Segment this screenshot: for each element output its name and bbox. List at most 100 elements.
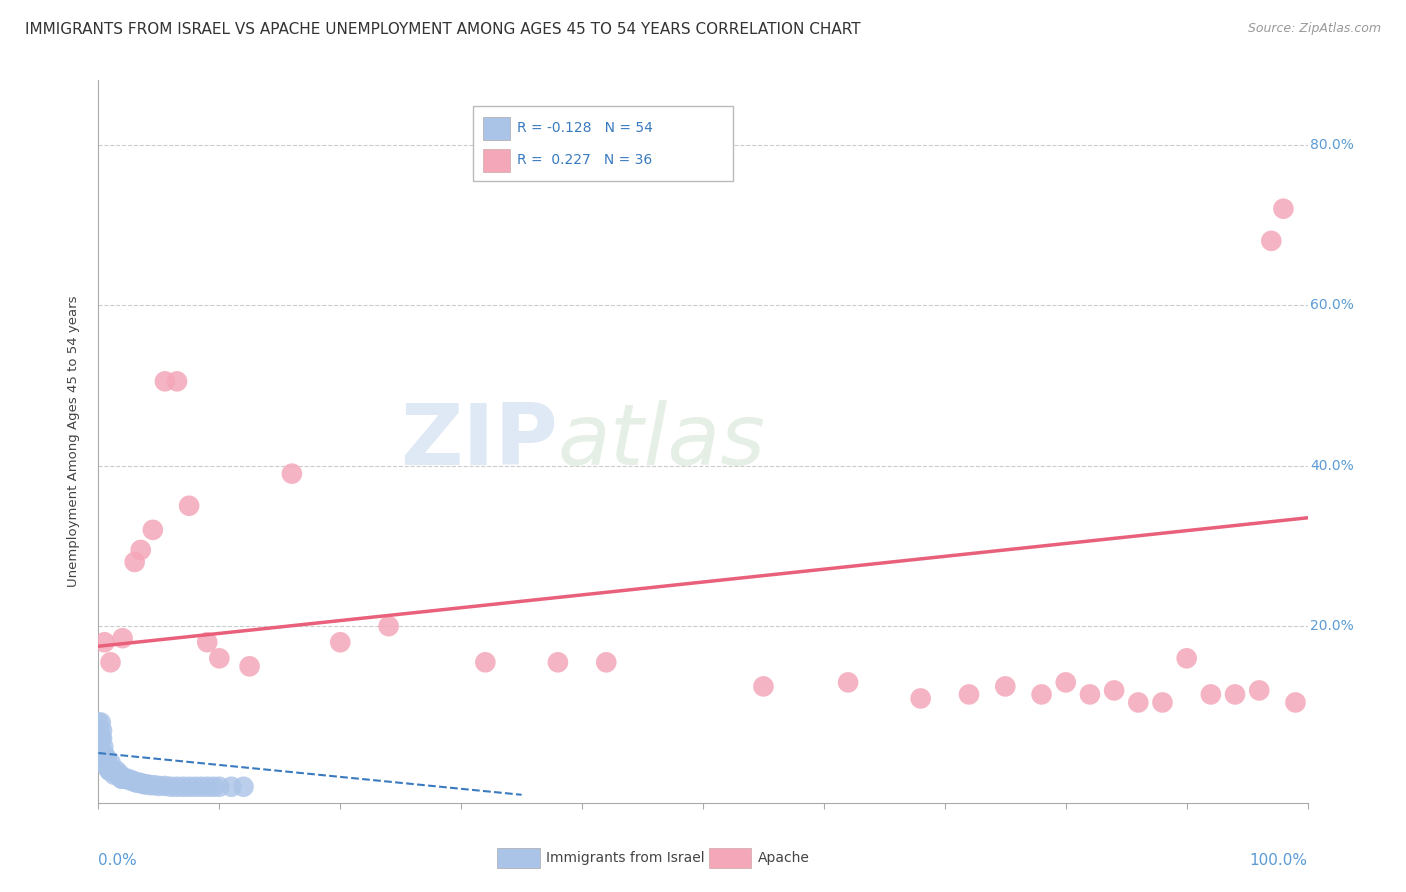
Point [90, 715, 112, 730]
Point [124, 775, 146, 789]
Y-axis label: Unemployment Among Ages 45 to 54 years: Unemployment Among Ages 45 to 54 years [66, 296, 80, 587]
Point [377, 619, 399, 633]
Point [93, 747, 115, 762]
Point [93, 756, 115, 770]
Point [208, 780, 231, 794]
Text: 40.0%: 40.0% [1310, 458, 1354, 473]
Point [195, 635, 218, 649]
Point [87, 731, 110, 746]
Point [91, 747, 114, 762]
Point [90, 731, 112, 746]
Point [1199, 687, 1222, 701]
Point [994, 680, 1017, 694]
Point [160, 780, 183, 794]
Text: 60.0%: 60.0% [1310, 298, 1354, 312]
Text: 0.0%: 0.0% [98, 854, 138, 869]
Point [124, 555, 146, 569]
Point [221, 780, 243, 794]
Text: Apache: Apache [758, 851, 810, 864]
Point [1102, 683, 1125, 698]
Point [142, 523, 165, 537]
Point [139, 778, 162, 792]
Point [110, 772, 132, 786]
Point [166, 780, 188, 794]
Point [91, 731, 114, 746]
Point [121, 773, 143, 788]
Point [281, 467, 304, 481]
Point [1175, 651, 1198, 665]
FancyBboxPatch shape [709, 847, 751, 868]
Point [127, 776, 149, 790]
Point [232, 780, 254, 794]
Text: Immigrants from Israel: Immigrants from Israel [546, 851, 704, 864]
Point [1284, 696, 1306, 710]
Point [184, 780, 207, 794]
Point [143, 778, 166, 792]
Point [1078, 687, 1101, 701]
Point [329, 635, 352, 649]
Point [91, 723, 114, 738]
FancyBboxPatch shape [482, 117, 509, 140]
Point [101, 764, 124, 778]
Point [100, 764, 122, 778]
Text: Source: ZipAtlas.com: Source: ZipAtlas.com [1247, 22, 1381, 36]
Point [96, 760, 118, 774]
FancyBboxPatch shape [474, 105, 734, 181]
Text: 80.0%: 80.0% [1310, 137, 1354, 152]
Point [107, 767, 129, 781]
Point [910, 691, 932, 706]
Text: atlas: atlas [558, 400, 766, 483]
Point [957, 687, 980, 701]
Point [1260, 234, 1282, 248]
Point [179, 780, 201, 794]
Text: IMMIGRANTS FROM ISRAEL VS APACHE UNEMPLOYMENT AMONG AGES 45 TO 54 YEARS CORRELAT: IMMIGRANTS FROM ISRAEL VS APACHE UNEMPLO… [25, 22, 860, 37]
Point [118, 773, 141, 788]
Point [202, 780, 225, 794]
Point [837, 675, 859, 690]
Point [108, 767, 131, 781]
Point [100, 764, 122, 778]
Point [111, 772, 134, 786]
FancyBboxPatch shape [498, 847, 540, 868]
Point [129, 542, 152, 557]
Point [1031, 687, 1053, 701]
Text: 20.0%: 20.0% [1310, 619, 1354, 633]
Point [97, 760, 120, 774]
Point [100, 655, 122, 669]
Point [1249, 683, 1271, 698]
Point [91, 739, 114, 754]
Text: 100.0%: 100.0% [1250, 854, 1308, 869]
Point [172, 780, 194, 794]
Point [1128, 696, 1150, 710]
Point [117, 772, 139, 786]
Point [114, 772, 136, 786]
Point [89, 723, 111, 738]
Point [208, 651, 231, 665]
Point [595, 655, 617, 669]
Point [100, 756, 122, 770]
Point [153, 779, 176, 793]
Point [148, 779, 170, 793]
Point [131, 776, 153, 790]
Point [239, 659, 262, 673]
Point [752, 680, 775, 694]
Point [179, 499, 201, 513]
Point [111, 632, 134, 646]
Text: R = -0.128   N = 54: R = -0.128 N = 54 [517, 121, 652, 135]
Point [135, 777, 157, 791]
Point [1152, 696, 1174, 710]
Point [105, 764, 128, 778]
Text: ZIP: ZIP [401, 400, 558, 483]
Point [195, 780, 218, 794]
Point [128, 776, 150, 790]
Point [87, 715, 110, 730]
Point [474, 655, 496, 669]
Point [93, 635, 115, 649]
Point [134, 777, 156, 791]
Point [547, 655, 569, 669]
Point [1272, 202, 1295, 216]
Point [94, 756, 117, 770]
Point [91, 747, 114, 762]
Point [89, 739, 111, 754]
Point [1223, 687, 1246, 701]
